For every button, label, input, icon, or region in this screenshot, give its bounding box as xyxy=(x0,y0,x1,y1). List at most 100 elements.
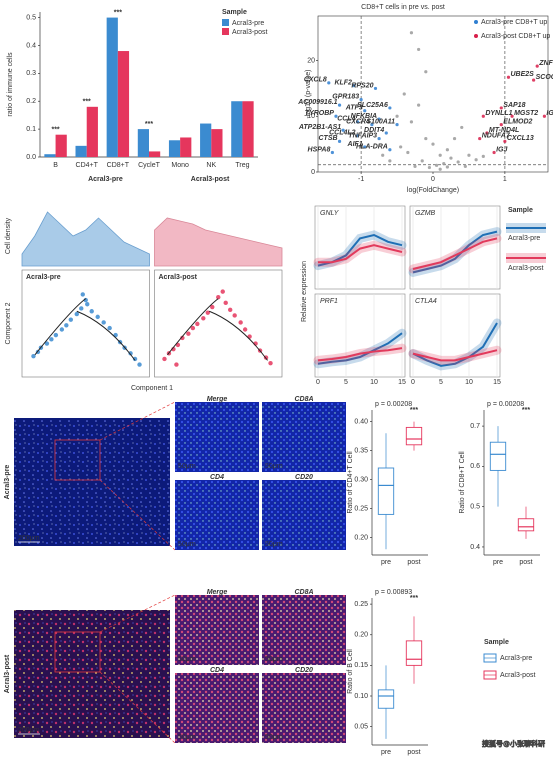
group-label: Acral3-pre xyxy=(88,176,123,183)
point xyxy=(359,97,363,102)
y-tick-label: 0.5 xyxy=(470,504,480,511)
box xyxy=(405,426,423,446)
point xyxy=(424,136,428,141)
point xyxy=(31,353,36,359)
point xyxy=(49,337,54,342)
annotation: *** xyxy=(114,9,122,16)
point xyxy=(337,139,342,143)
point xyxy=(210,304,215,310)
point-label: DYNLL1 xyxy=(485,110,512,117)
micrograph-tile xyxy=(262,480,346,550)
point xyxy=(427,165,432,170)
point xyxy=(467,153,471,157)
group-label: Acral3-post xyxy=(191,176,230,183)
y-tick-label: 10 xyxy=(307,113,315,120)
point xyxy=(95,314,100,320)
panel-title: Acral3-pre xyxy=(26,274,61,281)
point xyxy=(388,159,392,163)
legend-label: Acral3-pre xyxy=(500,655,532,662)
y-tick-label: 0.4 xyxy=(470,544,480,551)
point-label: AIF1 xyxy=(347,141,363,148)
point-label: TNFAIP3 xyxy=(348,132,377,139)
x-tick-label: 1 xyxy=(503,176,507,183)
point xyxy=(85,302,90,307)
micrograph-tile xyxy=(262,595,346,665)
point xyxy=(388,106,392,110)
panel-title: GZMB xyxy=(415,210,436,217)
y-tick-label: 0.0 xyxy=(26,154,36,161)
point xyxy=(334,114,338,118)
y-tick-label: 0.25 xyxy=(354,505,368,512)
x-tick-label: 5 xyxy=(344,379,348,386)
y-axis-label: ratio of immune cells xyxy=(7,52,14,117)
y-axis-label: Ratio of CD8+T Cell xyxy=(459,451,466,514)
point-label: IGJ xyxy=(496,146,508,153)
y-tick-label: 0.15 xyxy=(354,662,368,669)
point-label: SAP18 xyxy=(503,102,525,109)
tile-scale: 50μm xyxy=(178,541,196,548)
micrograph-tile xyxy=(175,673,259,743)
point-label: CXCL13 xyxy=(507,135,534,142)
point xyxy=(409,31,414,35)
point-label: ATF3 xyxy=(345,105,363,112)
point xyxy=(220,289,225,294)
point xyxy=(370,123,374,127)
point-label: GPR183 xyxy=(332,93,359,100)
point xyxy=(535,64,539,68)
legend-swatch xyxy=(222,19,229,26)
point-label: AC009916.1 xyxy=(297,99,337,106)
point xyxy=(355,134,360,138)
legend-label: Acral3-post xyxy=(232,29,267,36)
y-tick-label: 0.4 xyxy=(26,42,36,49)
panel xyxy=(21,269,150,378)
point xyxy=(137,362,142,367)
point xyxy=(384,131,388,135)
zoom-link xyxy=(99,671,176,744)
tile-title: Merge xyxy=(207,396,228,403)
point xyxy=(413,164,417,169)
point-label: IGKC xyxy=(546,110,553,117)
bar xyxy=(180,137,192,157)
point xyxy=(478,136,482,141)
y-axis-label: Ratio of CD4+T Cell xyxy=(347,451,354,514)
bar xyxy=(168,140,181,157)
point xyxy=(460,125,464,130)
point xyxy=(352,84,356,88)
point xyxy=(474,158,478,162)
micrograph-tile xyxy=(175,595,259,665)
panel-title: CTLA4 xyxy=(415,298,437,305)
tile-title: Merge xyxy=(207,589,228,596)
point xyxy=(452,136,457,141)
point-label: S100A11 xyxy=(366,118,395,125)
point xyxy=(481,154,485,158)
point xyxy=(377,136,381,141)
zoom-link xyxy=(99,401,176,441)
point xyxy=(355,120,360,124)
line xyxy=(412,237,498,270)
point-label: ELMOD2 xyxy=(503,118,532,125)
point xyxy=(327,81,331,85)
watermark: 搜狐号@小张聊科研 xyxy=(482,739,545,748)
point-label: MGST2 xyxy=(514,110,538,117)
x-tick-label: 15 xyxy=(398,379,406,386)
point xyxy=(481,114,485,118)
x-tick-label: 0 xyxy=(431,176,435,183)
point xyxy=(341,128,345,132)
bar xyxy=(149,151,161,157)
annotation: *** xyxy=(145,121,153,128)
x-tick-label: 10 xyxy=(370,379,378,386)
point xyxy=(128,351,133,356)
y-tick-label: 0.20 xyxy=(354,534,368,541)
point-label: CCL4L2 xyxy=(329,130,356,137)
p-value: p = 0.00893 xyxy=(375,589,412,596)
p-value: p = 0.00208 xyxy=(375,401,412,408)
x-tick-label: 15 xyxy=(493,379,501,386)
zoom-box xyxy=(54,631,101,673)
significance: *** xyxy=(522,407,530,414)
point xyxy=(431,142,435,146)
box xyxy=(377,689,395,709)
legend-label: Acral3-post xyxy=(500,672,535,679)
trajectory-path xyxy=(167,298,268,361)
tile-title: CD8A xyxy=(294,396,313,403)
